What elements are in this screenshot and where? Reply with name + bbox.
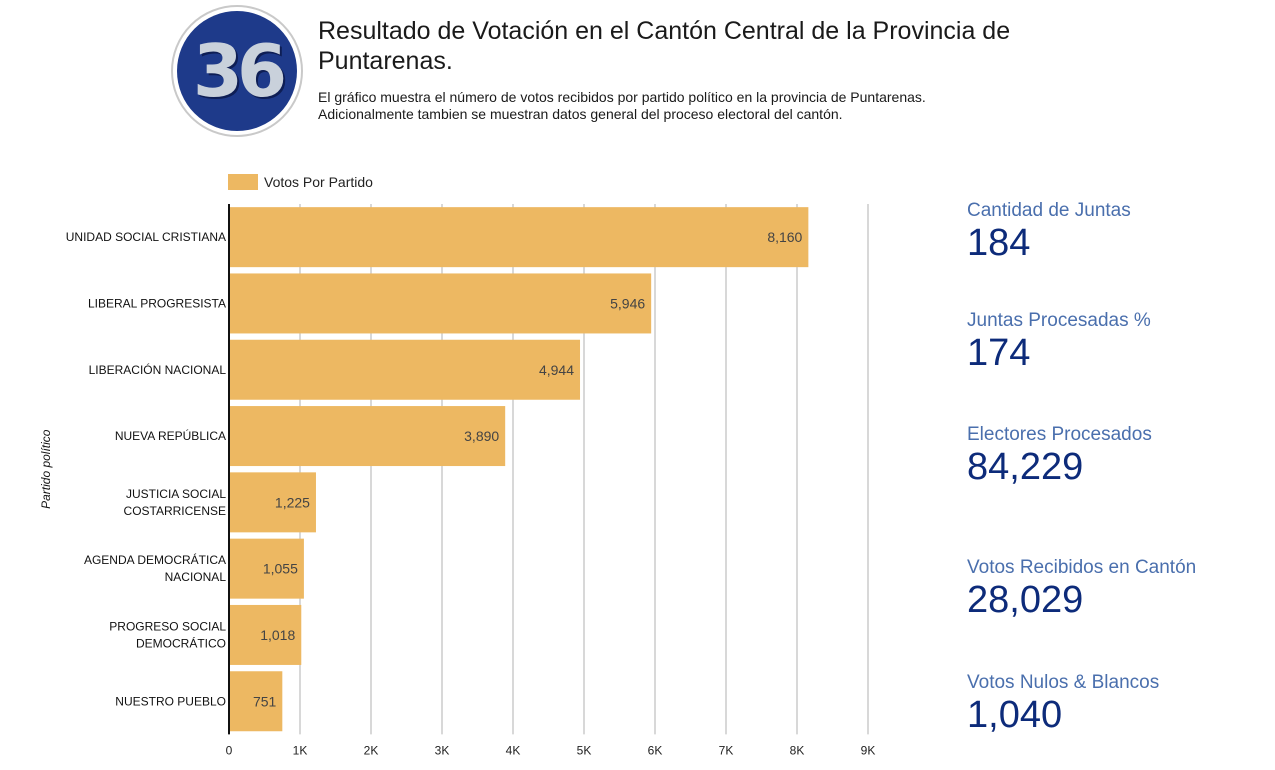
bar-value-label: 4,944 — [539, 362, 574, 378]
stat-label: Cantidad de Juntas — [967, 200, 1131, 221]
category-label: JUSTICIA SOCIAL — [126, 487, 226, 501]
bar-value-label: 1,018 — [260, 627, 295, 643]
category-label: AGENDA DEMOCRÁTICA — [84, 552, 226, 567]
x-tick-label: 6K — [648, 743, 663, 757]
bar — [229, 538, 304, 599]
legend-label: Votos Por Partido — [264, 174, 373, 190]
category-label: NUEVA REPÚBLICA — [115, 428, 226, 443]
category-label: NACIONAL — [165, 570, 227, 584]
x-tick-label: 4K — [506, 743, 521, 757]
category-label: COSTARRICENSE — [124, 504, 226, 518]
x-tick-label: 0 — [226, 743, 233, 757]
bar-value-label: 1,055 — [263, 561, 298, 577]
stat-juntas-procesadas: Juntas Procesadas % 174 — [967, 310, 1151, 374]
bar-chart: 8,160 5,946 4,944 3,890 1,225 1,055 1,018 751 0… — [39, 174, 876, 757]
bar — [229, 604, 302, 665]
subtitle-line-1: El gráfico muestra el número de votos re… — [318, 89, 926, 105]
bar — [229, 671, 283, 732]
bar — [229, 406, 506, 467]
category-label: LIBERACIÓN NACIONAL — [89, 362, 227, 377]
stat-value: 174 — [967, 332, 1031, 374]
stat-value: 84,229 — [967, 446, 1084, 488]
bar — [229, 339, 581, 400]
stat-value: 28,029 — [967, 579, 1084, 621]
x-tick-label: 7K — [719, 743, 734, 757]
category-label: NUESTRO PUEBLO — [115, 694, 226, 708]
page-title: Resultado de Votación en el Cantón Centr… — [318, 17, 1011, 75]
stat-votos-recibidos: Votos Recibidos en Cantón 28,029 — [967, 557, 1196, 621]
legend-swatch — [228, 174, 258, 190]
stat-value: 184 — [967, 222, 1031, 264]
bar — [229, 472, 316, 533]
bar-value-label: 751 — [253, 693, 277, 709]
stat-cantidad-juntas: Cantidad de Juntas 184 — [967, 200, 1131, 264]
x-tick-label: 9K — [861, 743, 876, 757]
bar-value-label: 3,890 — [464, 428, 499, 444]
bar — [229, 273, 652, 334]
logo-circle: 36 — [177, 11, 297, 131]
channel-36-logo: 36 — [171, 5, 303, 137]
bar-value-label: 1,225 — [275, 494, 310, 510]
bar-value-label: 8,160 — [767, 229, 802, 245]
stat-electores-procesados: Electores Procesados 84,229 — [967, 424, 1152, 488]
stat-label: Juntas Procesadas % — [967, 310, 1151, 331]
x-tick-label: 2K — [364, 743, 379, 757]
stat-label: Votos Recibidos en Cantón — [967, 557, 1197, 578]
stat-value: 1,040 — [967, 694, 1063, 736]
x-tick-label: 1K — [293, 743, 308, 757]
y-axis-title: Partido político — [39, 429, 53, 509]
page-subtitle: El gráfico muestra el número de votos re… — [318, 89, 1078, 123]
category-label: DEMOCRÁTICO — [136, 635, 226, 650]
x-tick-label: 8K — [790, 743, 805, 757]
stat-label: Votos Nulos & Blancos — [967, 672, 1160, 693]
bar-value-label: 5,946 — [610, 295, 645, 311]
stat-votos-nulos-blancos: Votos Nulos & Blancos 1,040 — [967, 672, 1159, 736]
x-tick-label: 3K — [435, 743, 450, 757]
logo-text: 36 — [192, 29, 287, 113]
bar — [229, 207, 809, 268]
x-tick-label: 5K — [577, 743, 592, 757]
category-label: PROGRESO SOCIAL — [109, 619, 226, 633]
category-label: UNIDAD SOCIAL CRISTIANA — [66, 230, 226, 244]
category-label: LIBERAL PROGRESISTA — [88, 296, 226, 310]
subtitle-line-2: Adicionalmente tambien se muestran datos… — [318, 106, 843, 122]
stat-label: Electores Procesados — [967, 424, 1152, 445]
